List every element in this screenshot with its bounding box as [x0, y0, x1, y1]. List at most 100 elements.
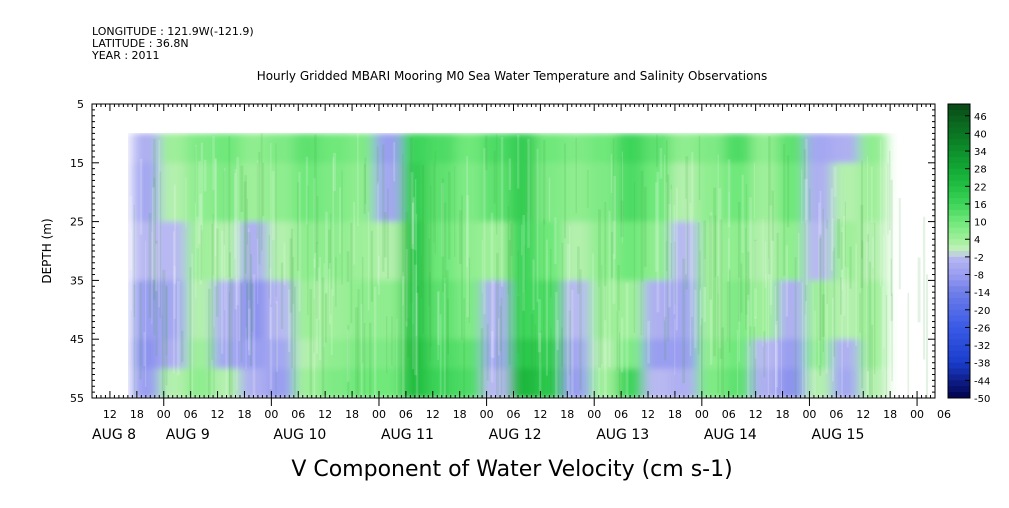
x-tick-label: 12 [103, 408, 117, 421]
heatmap-texture [612, 138, 615, 254]
heatmap-texture [393, 142, 396, 182]
heatmap-texture [328, 262, 331, 325]
heatmap-texture [463, 298, 466, 398]
colorbar-segment [948, 239, 970, 246]
heatmap-texture [728, 192, 730, 268]
heatmap-cell [616, 280, 645, 340]
heatmap-texture [221, 230, 224, 354]
heatmap-cell [643, 133, 672, 164]
heatmap-texture [550, 327, 552, 398]
heatmap-texture [341, 170, 343, 285]
heatmap-cell [159, 162, 187, 223]
heatmap-cell [535, 280, 564, 340]
heatmap-texture [250, 253, 253, 366]
heatmap-texture [717, 276, 719, 393]
heatmap-texture [247, 232, 251, 300]
heatmap-texture [292, 257, 295, 304]
heatmap-texture [616, 310, 619, 371]
colorbar-segment [948, 180, 970, 187]
heatmap-texture [410, 172, 414, 249]
heatmap-texture [363, 323, 366, 398]
heatmap-texture [191, 253, 194, 398]
x-tick-label: 18 [345, 408, 359, 421]
heatmap-cell [858, 221, 887, 281]
heatmap-texture [360, 303, 363, 398]
heatmap-texture [155, 240, 158, 357]
colorbar-segment [948, 109, 970, 117]
heatmap-texture [603, 286, 607, 398]
heatmap-texture [293, 286, 296, 398]
heatmap-texture [701, 318, 703, 398]
heatmap-texture [496, 252, 499, 398]
heatmap-cell [589, 162, 618, 223]
heatmap-cell [239, 162, 268, 223]
heatmap-texture [313, 299, 315, 353]
heatmap-cell [320, 221, 349, 281]
heatmap-texture [745, 227, 747, 330]
heatmap-texture [382, 144, 385, 272]
heatmap-texture [248, 228, 250, 351]
colorbar-segment [948, 133, 970, 140]
colorbar: 46 40 34 28 22 16 10 4 -2 -8 -14 -20 -26 -32 -38 -44 -50 [947, 103, 990, 405]
heatmap-texture [492, 280, 495, 359]
heatmap-texture [917, 257, 921, 323]
heatmap-texture [825, 228, 829, 374]
heatmap-cell [132, 162, 160, 223]
heatmap-texture [907, 292, 910, 398]
heatmap-texture [443, 283, 446, 398]
heatmap-texture [872, 275, 874, 398]
heatmap-texture [633, 181, 636, 333]
heatmap-texture [699, 250, 701, 291]
heatmap-cell [213, 280, 241, 340]
heatmap-texture [434, 151, 436, 254]
x-tick-label: 06 [184, 408, 198, 421]
colorbar-segment [948, 209, 970, 217]
heatmap-texture [933, 176, 935, 265]
heatmap-texture [674, 318, 676, 375]
x-tick-label: 12 [856, 408, 870, 421]
heatmap-texture [317, 267, 320, 320]
colorbar-segment [948, 174, 970, 181]
heatmap-texture [770, 280, 772, 316]
heatmap-texture [737, 201, 741, 322]
heatmap-texture [659, 147, 663, 179]
heatmap-cell [347, 162, 376, 223]
heatmap-texture [355, 307, 359, 398]
colorbar-segment [948, 168, 970, 176]
heatmap-texture [767, 259, 770, 398]
x-tick-label: 00 [910, 408, 924, 421]
heatmap-texture [545, 239, 548, 376]
heatmap-texture [670, 189, 673, 244]
heatmap-texture [275, 303, 277, 398]
y-tick-label: 45 [70, 333, 84, 346]
heatmap-cell [509, 280, 537, 340]
heatmap-texture [441, 178, 444, 292]
heatmap-cell [186, 280, 214, 340]
heatmap-cell [562, 280, 591, 340]
heatmap-texture [656, 134, 658, 168]
heatmap-texture [691, 152, 694, 317]
colorbar-label: -2 [974, 253, 984, 264]
heatmap-cell [347, 280, 376, 340]
heatmap-texture [402, 276, 405, 396]
heatmap-cell [293, 221, 322, 281]
heatmap-texture [246, 198, 248, 245]
heatmap-texture [364, 157, 367, 205]
heatmap-texture [443, 202, 447, 278]
heatmap-texture [774, 324, 778, 398]
heatmap-texture [647, 320, 650, 364]
colorbar-label: -44 [974, 376, 990, 387]
heatmap-texture [675, 187, 678, 331]
heatmap-texture [818, 238, 822, 341]
heatmap-texture [332, 157, 335, 296]
heatmap-texture [709, 212, 713, 365]
heatmap-texture [665, 182, 668, 242]
colorbar-segment [948, 145, 970, 152]
heatmap-cell [132, 280, 160, 340]
colorbar-segment [948, 356, 970, 364]
heatmap-cell [239, 221, 268, 281]
x-day-label: AUG 13 [596, 427, 649, 443]
heatmap-texture [832, 217, 834, 252]
heatmap-texture [538, 332, 542, 398]
